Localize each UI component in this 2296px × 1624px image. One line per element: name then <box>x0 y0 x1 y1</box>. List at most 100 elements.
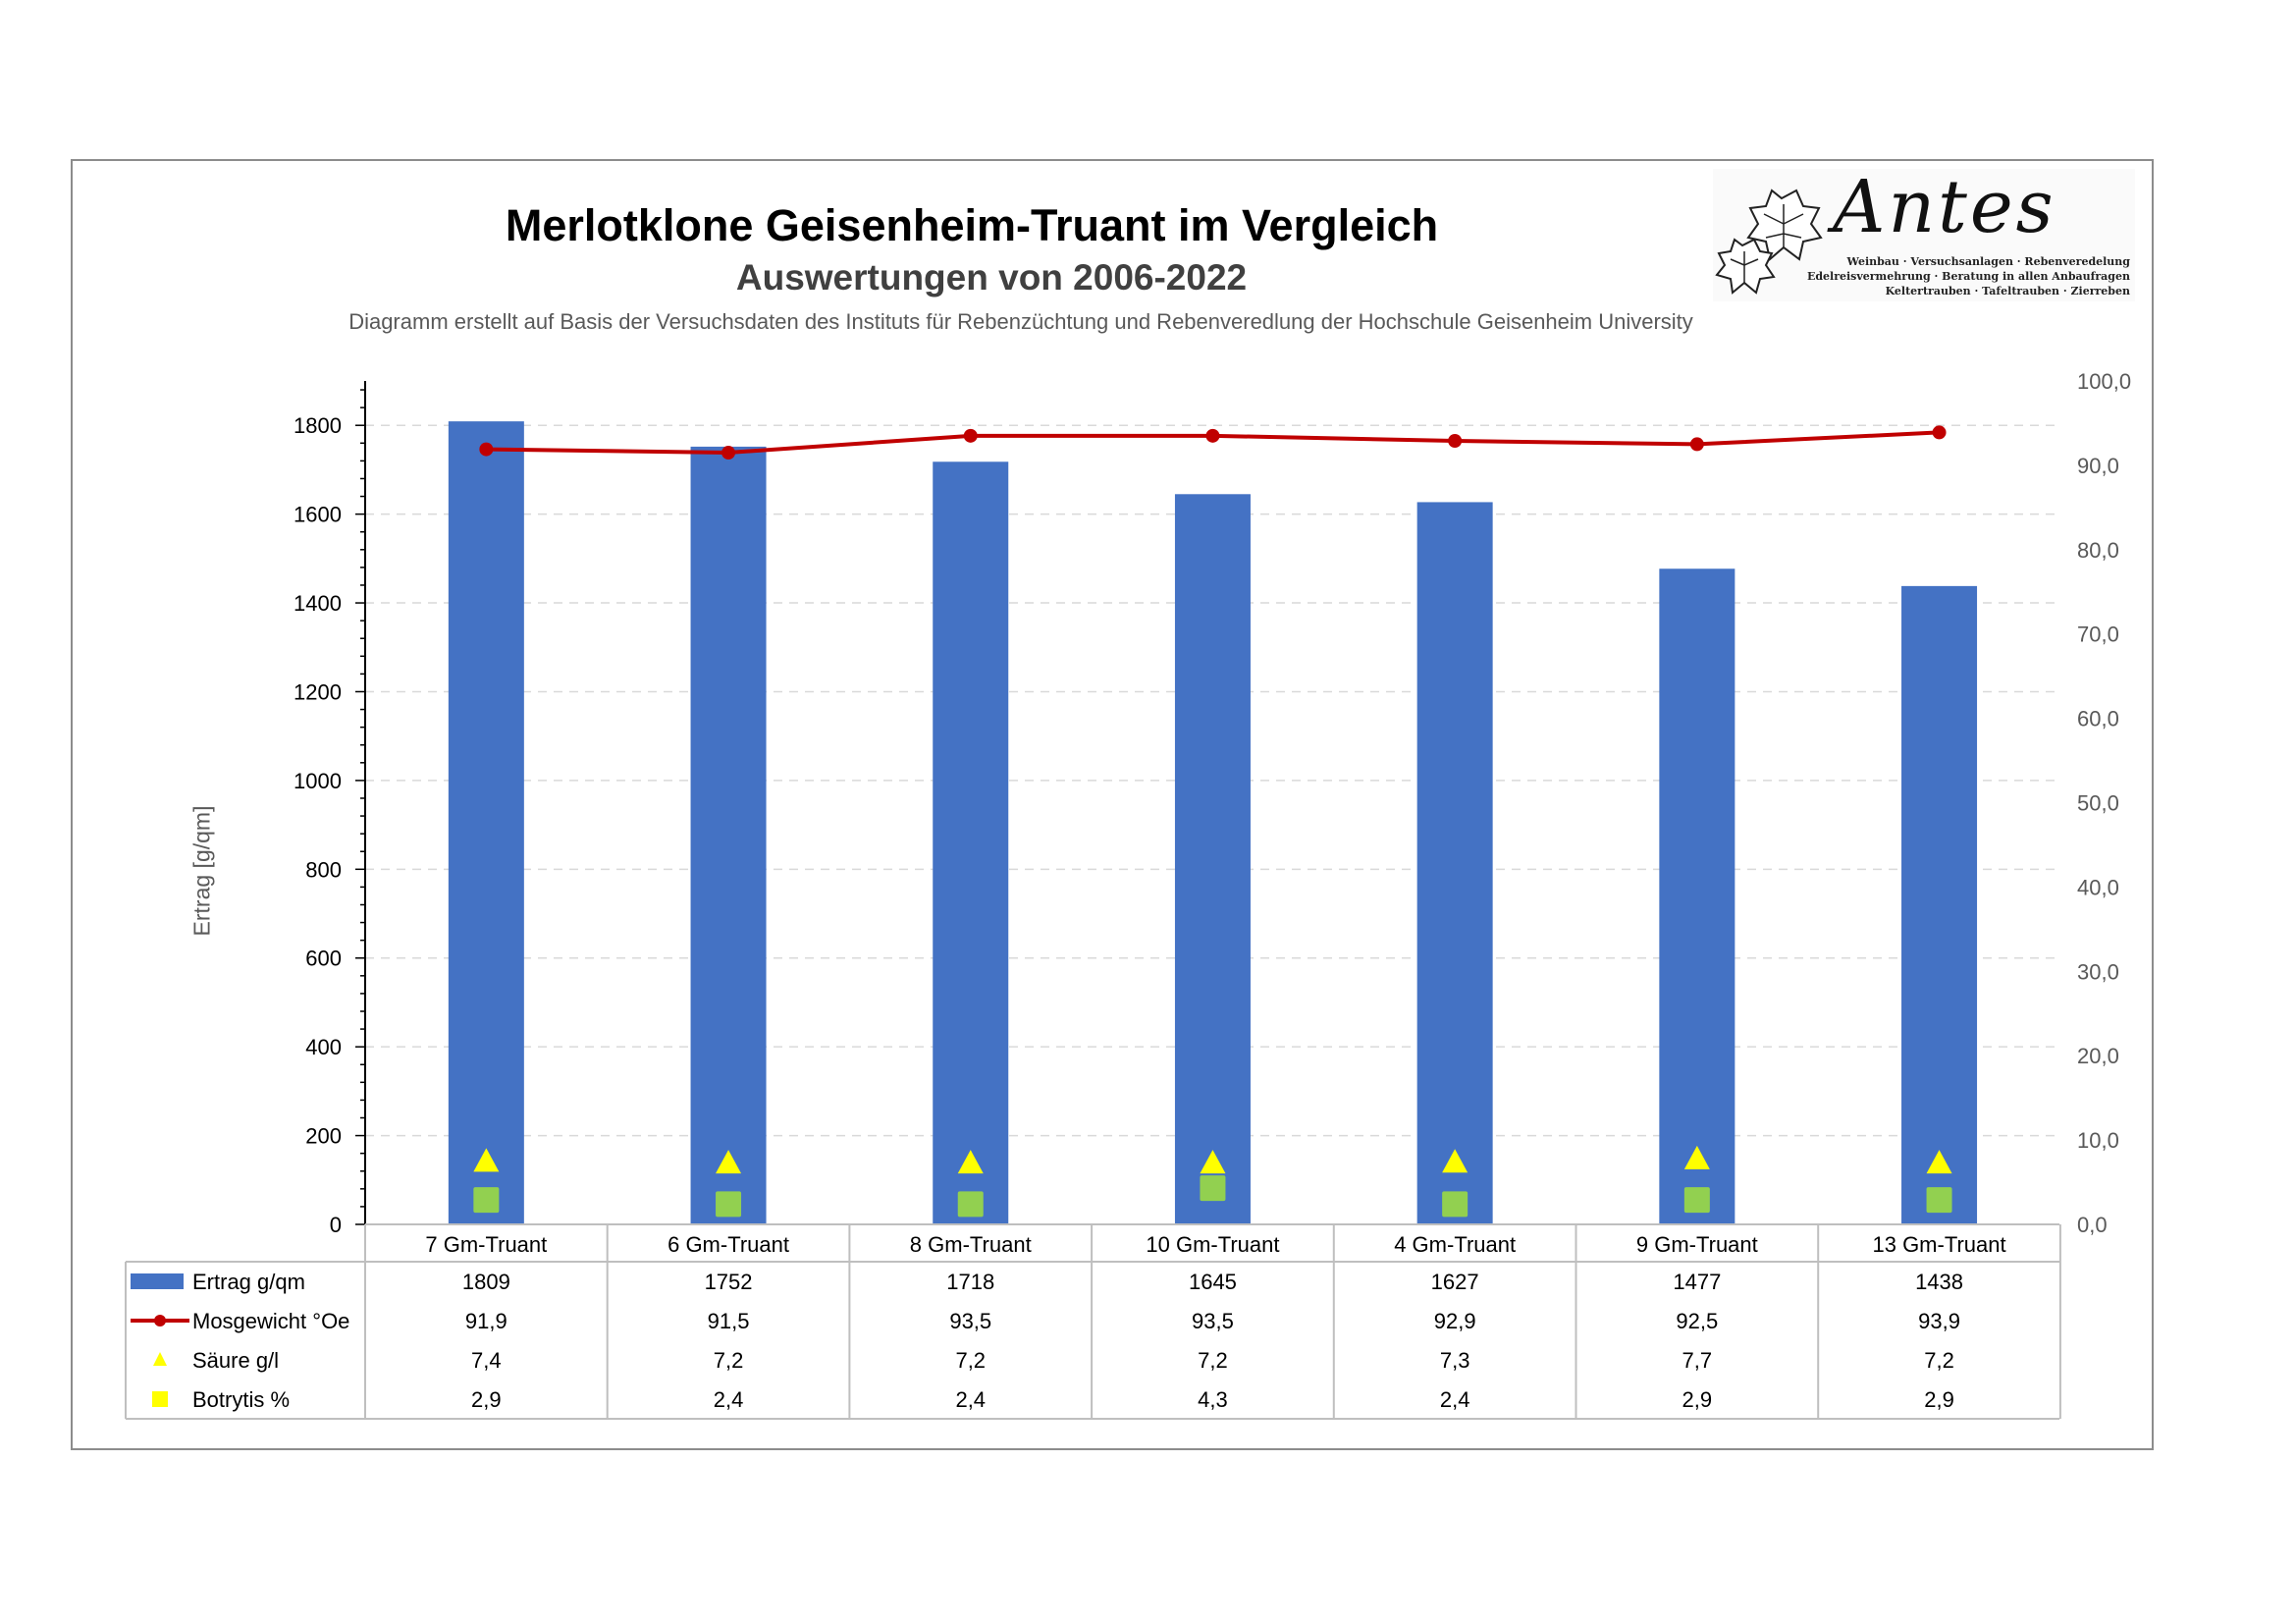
bar <box>1659 568 1735 1224</box>
table-cell: 1438 <box>1915 1270 1963 1294</box>
y-tick-label: 1400 <box>294 591 342 616</box>
botrytis-marker <box>957 1191 984 1218</box>
y2-tick-label: 100,0 <box>2077 369 2131 394</box>
table-cell: 1718 <box>946 1270 994 1294</box>
y-tick-label: 1200 <box>294 679 342 704</box>
chart-subtitle: Auswertungen von 2006-2022 <box>735 257 1248 298</box>
legend-key-bar <box>131 1273 184 1289</box>
bar <box>1416 502 1493 1224</box>
table-cell: 91,5 <box>708 1309 750 1333</box>
botrytis-marker <box>1926 1187 1952 1214</box>
x-tick-label: 13 Gm-Truant <box>1872 1232 2005 1257</box>
y-tick-label: 400 <box>305 1035 342 1059</box>
x-tick-label: 6 Gm-Truant <box>667 1232 789 1257</box>
logo-line-3: Keltertrauben · Tafeltrauben · Zierreben <box>1885 285 2130 298</box>
table-cell: 2,4 <box>1440 1387 1470 1412</box>
y-tick-label: 600 <box>305 947 342 971</box>
table-cell: 92,9 <box>1434 1309 1476 1333</box>
table-cell: 7,2 <box>1924 1348 1954 1373</box>
y-tick-label: 200 <box>305 1124 342 1149</box>
mostgewicht-point <box>1205 428 1220 443</box>
grape-leaf-icon <box>1715 189 1823 295</box>
table-cell: 1752 <box>705 1270 753 1294</box>
botrytis-marker <box>1442 1191 1468 1218</box>
antes-logo: Antes Weinbau · Versuchsanlagen · Rebenv… <box>1713 165 2135 301</box>
legend-label: Mosgewicht °Oe <box>192 1309 349 1333</box>
table-cell: 7,3 <box>1440 1348 1470 1373</box>
y2-tick-label: 80,0 <box>2077 538 2119 563</box>
chart-frame <box>71 159 2154 1450</box>
mostgewicht-point <box>963 428 978 443</box>
legend-key-triangle <box>153 1352 167 1366</box>
table-cell: 92,5 <box>1676 1309 1718 1333</box>
mostgewicht-point <box>479 442 494 457</box>
table-cell: 1627 <box>1431 1270 1479 1294</box>
saeure-marker <box>957 1150 984 1174</box>
x-tick-label: 8 Gm-Truant <box>910 1232 1032 1257</box>
legend-key-square <box>152 1391 168 1407</box>
y2-tick-label: 60,0 <box>2077 707 2119 731</box>
table-cell: 1645 <box>1189 1270 1237 1294</box>
y2-tick-label: 0,0 <box>2077 1213 2108 1237</box>
mostgewicht-point <box>1689 437 1704 452</box>
x-tick-label: 9 Gm-Truant <box>1636 1232 1758 1257</box>
y2-tick-label: 50,0 <box>2077 791 2119 816</box>
saeure-marker <box>1200 1150 1226 1174</box>
bar <box>448 421 524 1224</box>
saeure-marker <box>1683 1145 1710 1169</box>
table-cell: 93,5 <box>949 1309 991 1333</box>
y2-tick-label: 40,0 <box>2077 875 2119 899</box>
x-tick-label: 7 Gm-Truant <box>425 1232 547 1257</box>
table-cell: 2,9 <box>1924 1387 1954 1412</box>
botrytis-marker <box>1683 1187 1710 1214</box>
botrytis-marker <box>716 1191 742 1218</box>
legend-label: Botrytis % <box>192 1387 290 1412</box>
table-cell: 2,9 <box>471 1387 502 1412</box>
y2-tick-label: 70,0 <box>2077 623 2119 647</box>
botrytis-marker <box>1200 1175 1226 1202</box>
saeure-marker <box>473 1148 500 1172</box>
y-tick-label: 1800 <box>294 413 342 438</box>
table-cell: 7,2 <box>1198 1348 1228 1373</box>
y-tick-label: 1600 <box>294 503 342 527</box>
y-tick-label: 800 <box>305 857 342 882</box>
legend-key-line-marker <box>154 1315 166 1326</box>
legend-label: Ertrag g/qm <box>192 1270 305 1294</box>
table-cell: 7,2 <box>955 1348 986 1373</box>
bar <box>933 461 1009 1224</box>
table-cell: 7,2 <box>714 1348 744 1373</box>
logo-name: Antes <box>1833 165 2056 249</box>
table-cell: 91,9 <box>465 1309 507 1333</box>
table-cell: 93,9 <box>1918 1309 1960 1333</box>
saeure-marker <box>716 1150 742 1174</box>
table-cell: 2,4 <box>714 1387 744 1412</box>
legend-label: Säure g/l <box>192 1348 279 1373</box>
logo-line-1: Weinbau · Versuchsanlagen · Rebenveredel… <box>1846 255 2130 268</box>
saeure-marker <box>1926 1150 1952 1174</box>
table-cell: 2,9 <box>1682 1387 1713 1412</box>
y2-tick-label: 20,0 <box>2077 1044 2119 1068</box>
y2-tick-label: 10,0 <box>2077 1128 2119 1153</box>
table-cell: 4,3 <box>1198 1387 1228 1412</box>
table-cell: 7,4 <box>471 1348 502 1373</box>
saeure-marker <box>1442 1149 1468 1173</box>
source-note: Diagramm erstellt auf Basis der Versuchs… <box>348 309 1693 334</box>
table-cell: 2,4 <box>955 1387 986 1412</box>
table-cell: 1809 <box>462 1270 510 1294</box>
y-tick-label: 0 <box>330 1213 342 1237</box>
bar <box>1174 494 1251 1224</box>
y2-tick-label: 90,0 <box>2077 454 2119 478</box>
bar <box>690 446 767 1224</box>
chart-title: Merlotklone Geisenheim-Truant im Verglei… <box>505 200 1439 250</box>
mostgewicht-point <box>721 446 736 460</box>
mostgewicht-point <box>1932 425 1947 440</box>
x-tick-label: 4 Gm-Truant <box>1394 1232 1516 1257</box>
bar <box>1901 585 1978 1224</box>
y2-tick-label: 30,0 <box>2077 959 2119 984</box>
mostgewicht-point <box>1448 433 1463 448</box>
x-tick-label: 10 Gm-Truant <box>1146 1232 1279 1257</box>
table-cell: 7,7 <box>1682 1348 1713 1373</box>
botrytis-marker <box>473 1187 500 1214</box>
table-cell: 93,5 <box>1192 1309 1234 1333</box>
